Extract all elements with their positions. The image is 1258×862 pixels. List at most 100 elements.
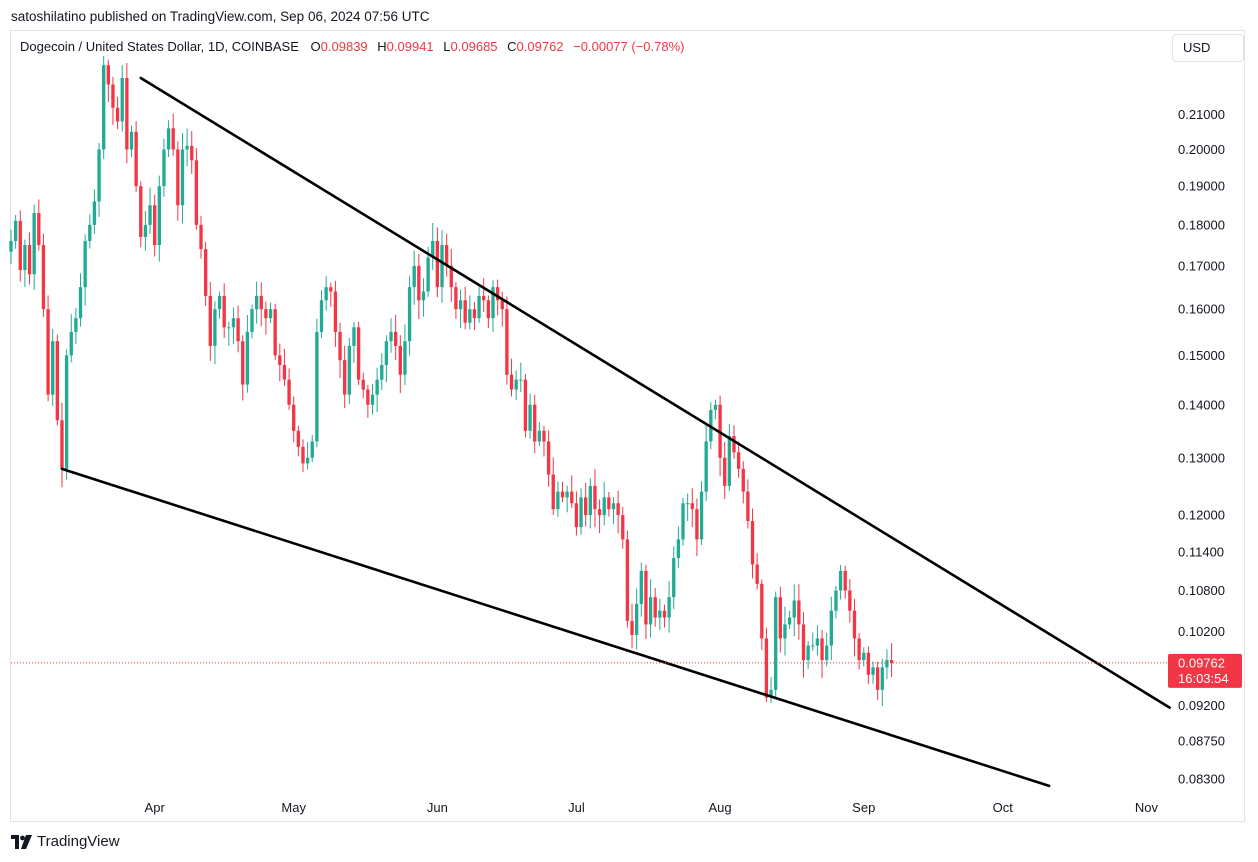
candle-body <box>199 224 203 250</box>
candle-body <box>384 341 389 365</box>
candle-body <box>106 65 110 85</box>
symbol-name: Dogecoin / United States Dollar, 1D, COI… <box>20 39 299 54</box>
candle-body <box>871 667 875 675</box>
candle-body <box>486 300 491 319</box>
low-label: L <box>443 39 451 54</box>
candle-body <box>426 257 430 292</box>
candle-body <box>92 201 97 225</box>
price-tick-label: 0.16000 <box>1178 302 1225 317</box>
candle-body <box>852 610 857 639</box>
candle-body <box>51 341 55 395</box>
price-tick-label: 0.19000 <box>1178 179 1225 194</box>
candle-body <box>574 503 579 528</box>
candle-body <box>783 624 787 639</box>
candle-body <box>296 430 301 447</box>
candle-body <box>417 265 421 301</box>
candle-body <box>111 84 115 108</box>
trendlines-layer <box>60 76 1171 788</box>
candle-body <box>639 570 643 604</box>
time-axis: Apr May Jun Jul Aug Sep Oct Nov <box>145 800 1159 815</box>
candle-body <box>352 327 356 346</box>
time-tick-label: Oct <box>993 800 1014 815</box>
candle-body <box>533 404 537 442</box>
candle-body <box>120 78 124 122</box>
candle-body <box>102 65 106 150</box>
open-label: O <box>310 39 321 54</box>
candle-body <box>593 485 597 510</box>
price-tick-label: 0.10200 <box>1178 624 1225 639</box>
candle-body <box>537 430 542 442</box>
candle-body <box>458 300 463 310</box>
candle-body <box>217 295 222 310</box>
candle-body <box>421 291 426 301</box>
candle-body <box>403 341 407 375</box>
candle-body <box>482 295 486 301</box>
candle-body <box>398 345 402 375</box>
candle-body <box>134 131 138 187</box>
candle-body <box>227 327 231 329</box>
price-tick-label: 0.09200 <box>1178 698 1225 713</box>
candle-body <box>431 240 435 258</box>
time-tick-label: Nov <box>1135 800 1159 815</box>
candle-body <box>9 240 13 252</box>
currency-button[interactable]: USD <box>1172 34 1244 62</box>
candle-body <box>463 300 467 323</box>
candle-body <box>18 220 22 271</box>
candle-body <box>393 331 398 346</box>
price-tick-label: 0.20000 <box>1178 142 1225 157</box>
candle-body <box>370 394 375 405</box>
candle-body <box>866 652 871 675</box>
candle-body <box>69 331 73 356</box>
candle-body <box>13 220 18 241</box>
price-tick-label: 0.08300 <box>1178 771 1225 786</box>
candle-body <box>157 186 161 246</box>
price-tick-label: 0.14000 <box>1178 397 1225 412</box>
candle-body <box>588 485 592 516</box>
time-tick-label: Aug <box>709 800 732 815</box>
candle-body <box>514 379 518 390</box>
candle-body <box>741 468 745 492</box>
candle-body <box>41 245 46 310</box>
candle-body <box>264 309 268 319</box>
chart-frame <box>10 30 1245 822</box>
candle-body <box>324 287 328 301</box>
candle-body <box>194 160 199 225</box>
tradingview-logo-icon <box>11 834 32 849</box>
candle-body <box>23 245 27 271</box>
candle-body <box>477 295 481 319</box>
publisher-line: satoshilatino published on TradingView.c… <box>11 9 430 24</box>
candle-body <box>185 145 189 150</box>
candle-body <box>231 318 236 328</box>
candle-body <box>60 420 64 469</box>
candle-body <box>143 224 148 237</box>
candle-body <box>889 660 894 663</box>
footer-brand[interactable]: TradingView <box>11 833 120 850</box>
candle-body <box>862 652 866 661</box>
candle-body <box>37 213 41 246</box>
close-label: C <box>507 39 517 54</box>
candle-body <box>820 638 824 661</box>
candle-body <box>305 457 310 464</box>
candle-body <box>653 597 657 618</box>
time-tick-label: Sep <box>852 800 875 815</box>
candle-body <box>648 597 653 625</box>
candle-body <box>125 78 129 150</box>
candle-body <box>519 379 523 381</box>
candle-body <box>380 364 384 380</box>
candle-body <box>139 186 143 237</box>
candle-body <box>597 509 602 516</box>
candle-body <box>171 128 175 150</box>
candle-body <box>607 497 611 510</box>
candle-body <box>681 503 685 540</box>
candle-body <box>542 430 546 442</box>
current-price-label: 0.09762 <box>1178 655 1225 670</box>
candle-body <box>787 617 792 625</box>
candle-body <box>27 245 32 275</box>
bar-countdown-label: 16:03:54 <box>1178 671 1229 686</box>
candle-body <box>848 590 852 611</box>
candle-body <box>347 345 351 395</box>
candle-body <box>746 491 750 522</box>
symbol-legend: Dogecoin / United States Dollar, 1D, COI… <box>20 39 684 54</box>
candle-body <box>625 539 630 621</box>
